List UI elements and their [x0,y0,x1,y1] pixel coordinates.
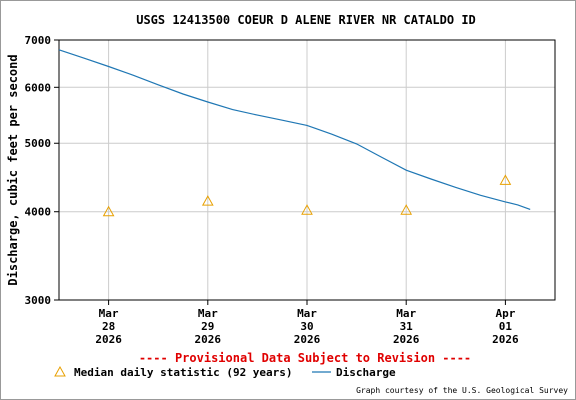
x-tick-label: Mar [297,307,317,320]
chart-title: USGS 12413500 COEUR D ALENE RIVER NR CAT… [136,13,476,27]
x-tick-label: Mar [99,307,119,320]
x-axis-ticks: Mar282026Mar292026Mar302026Mar312026Apr0… [95,300,519,346]
y-axis-ticks: 3000 4000 5000 6000 7000 [25,34,59,307]
legend: Median daily statistic (92 years) Discha… [54,365,396,379]
x-tick-label: 2026 [492,333,519,346]
y-tick-label: 6000 [25,81,52,94]
x-tick-label: 31 [400,320,414,333]
x-tick-label: 29 [201,320,214,333]
x-tick-label: Apr [495,307,515,320]
median-point [301,204,313,215]
legend-discharge-label: Discharge [336,366,396,379]
median-point [499,174,512,185]
series-layer [58,49,531,217]
x-tick-label: 2026 [393,333,420,346]
x-tick-label: 2026 [294,333,321,346]
x-tick-label: Mar [198,307,218,320]
x-tick-label: 01 [499,320,513,333]
x-tick-label: Mar [396,307,416,320]
median-point [400,204,413,215]
legend-median-label: Median daily statistic (92 years) [74,366,293,379]
credit-text: Graph courtesy of the U.S. Geological Su… [356,386,568,395]
median-point [201,195,214,206]
legend-median-triangle [54,365,66,377]
x-tick-label: 2026 [195,333,222,346]
x-tick-label: 2026 [95,333,122,346]
y-tick-label: 5000 [25,137,52,150]
x-tick-label: 30 [300,320,313,333]
y-tick-label: 7000 [25,34,52,47]
median-point [102,205,115,217]
discharge-series-line [58,49,531,210]
y-tick-label: 4000 [25,206,52,219]
x-tick-label: 28 [102,320,115,333]
provisional-notice: ---- Provisional Data Subject to Revisio… [139,351,471,365]
grid-lines [59,40,555,300]
y-axis-label: Discharge, cubic feet per second [6,54,20,285]
y-tick-label: 3000 [25,294,52,307]
